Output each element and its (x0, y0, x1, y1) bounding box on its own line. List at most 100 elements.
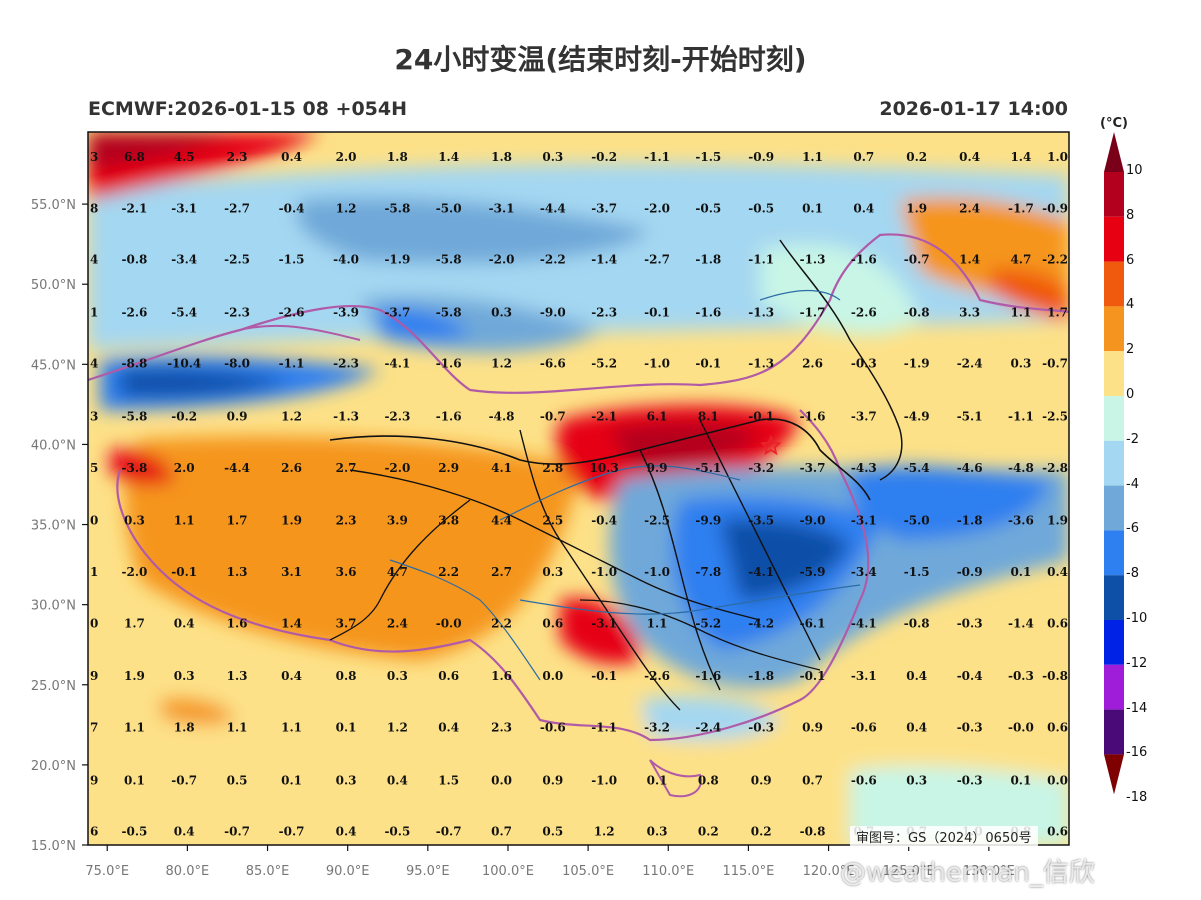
grid-value: -0.1 (171, 565, 197, 579)
grid-value: 1.1 (174, 514, 195, 528)
colorbar-segment (1104, 216, 1124, 262)
grid-value: 1.1 (227, 720, 248, 734)
grid-value: -2.5 (1042, 410, 1068, 424)
grid-value: 6.1 (647, 410, 668, 424)
grid-value: -1.4 (1008, 616, 1034, 630)
grid-value: -5.0 (436, 201, 462, 215)
grid-value: -2.6 (644, 669, 670, 683)
grid-value: 2.6 (281, 461, 302, 475)
grid-value: -1.9 (904, 357, 930, 371)
grid-value: -1.3 (748, 305, 774, 319)
colorbar-bottom-arrow (1104, 754, 1124, 795)
grid-value: 0.3 (647, 825, 668, 839)
grid-value: -5.8 (122, 410, 148, 424)
grid-value: 0.1 (1010, 565, 1031, 579)
grid-value: 10.3 (590, 461, 619, 475)
grid-value: 0.7 (853, 150, 874, 164)
grid-value: 3.6 (336, 565, 357, 579)
grid-value: 2.3 (227, 150, 248, 164)
grid-value: -0.5 (384, 825, 410, 839)
colorbar-label: -8 (1126, 566, 1139, 582)
grid-value: 3.1 (281, 565, 302, 579)
plot-frame (87, 131, 1070, 846)
grid-value: -3.1 (591, 616, 617, 630)
hainan-island (649, 759, 702, 798)
grid-value: 0.4 (281, 669, 302, 683)
grid-value: 0.4 (336, 825, 357, 839)
colorbar-label: -10 (1126, 611, 1148, 626)
grid-value: -0.0 (436, 616, 462, 630)
grid-value: -0.4 (591, 514, 617, 528)
lon-tick-label: 80.0°E (166, 864, 210, 879)
model-run-label: ECMWF:2026-01-15 08 +054H (88, 98, 408, 120)
grid-value: -2.6 (851, 305, 877, 319)
grid-value: -2.8 (1042, 461, 1068, 475)
grid-value: 0.4 (174, 616, 195, 630)
grid-value: -2.4 (695, 720, 721, 734)
capital-star-shape (760, 434, 782, 456)
grid-value: 1.8 (491, 150, 512, 164)
lat-tick-label: 55.0°N (31, 198, 76, 213)
grid-value: -0.7 (436, 825, 462, 839)
grid-value: 0.6 (438, 669, 459, 683)
grid-value: -0.1 (644, 305, 670, 319)
colorbar-segment (1104, 172, 1124, 217)
colorbar-segment (1104, 575, 1124, 620)
grid-value: -2.2 (540, 253, 566, 267)
grid-value: 0.4 (906, 669, 927, 683)
grid-value: 0.3 (542, 565, 563, 579)
colorbar (1104, 132, 1124, 795)
lon-tick-label: 100.0°E (482, 864, 534, 879)
grid-value: 4.4 (491, 514, 512, 528)
grid-value: -2.3 (224, 305, 250, 319)
capital-star-icon (760, 434, 782, 456)
grid-value: 0.2 (698, 825, 719, 839)
grid-value: -1.5 (904, 565, 930, 579)
grid-value: 4 (90, 253, 98, 267)
grid-value: 0.1 (802, 201, 823, 215)
grid-value: 2.3 (491, 720, 512, 734)
grid-value: 4.7 (1010, 253, 1031, 267)
grid-value: 0.3 (387, 669, 408, 683)
grid-value: 1 (90, 305, 98, 319)
grid-value: 0.6 (1047, 720, 1068, 734)
grid-value: -4.0 (333, 253, 359, 267)
grid-value: 0.6 (542, 616, 563, 630)
grid-value: 1.2 (594, 825, 615, 839)
grid-value: -0.7 (279, 825, 305, 839)
grid-value: -0.5 (748, 201, 774, 215)
grid-value: -10.4 (167, 357, 201, 371)
grid-value: 2.7 (336, 461, 357, 475)
grid-value: -4.8 (1008, 461, 1034, 475)
grid-value: -5.4 (904, 461, 930, 475)
grid-value: -1.1 (279, 357, 305, 371)
colorbar-label: -6 (1126, 521, 1139, 537)
grid-value: 2.3 (336, 514, 357, 528)
grid-value: -1.7 (1008, 201, 1034, 215)
grid-value: 0.4 (387, 773, 408, 787)
grid-value: -1.6 (851, 253, 877, 267)
grid-value: 2.6 (802, 357, 823, 371)
grid-value: 0.3 (1010, 357, 1031, 371)
grid-value: -2.0 (489, 253, 515, 267)
grid-value: 1.1 (281, 720, 302, 734)
grid-value: 0.4 (853, 201, 874, 215)
grid-value: -0.2 (591, 150, 617, 164)
lat-tick-label: 30.0°N (31, 599, 76, 614)
colorbar-label: 4 (1126, 297, 1135, 313)
grid-value: 1.2 (387, 720, 408, 734)
grid-value: 0.7 (491, 825, 512, 839)
grid-value: -8.0 (224, 357, 250, 371)
grid-value: 0.1 (124, 773, 145, 787)
grid-value: 1.4 (281, 616, 302, 630)
grid-value: 2.9 (438, 461, 459, 475)
grid-value: -0.8 (1042, 669, 1068, 683)
grid-value: 1.2 (491, 357, 512, 371)
grid-value: 0.0 (1047, 773, 1068, 787)
grid-value: -2.3 (333, 357, 359, 371)
grid-value: 1.8 (387, 150, 408, 164)
grid-value: 0.0 (491, 773, 512, 787)
grid-value: -0.6 (851, 773, 877, 787)
grid-value: 1.1 (802, 150, 823, 164)
grid-value: 1.1 (647, 616, 668, 630)
